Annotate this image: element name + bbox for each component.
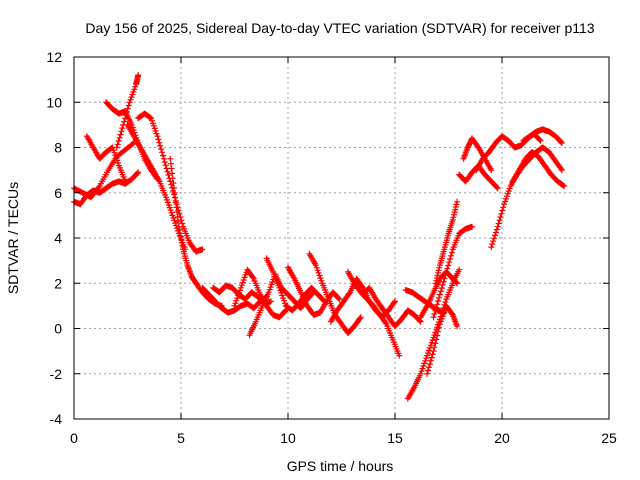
- chart-title: Day 156 of 2025, Sidereal Day-to-day VTE…: [85, 20, 594, 36]
- x-axis-label: GPS time / hours: [287, 458, 394, 474]
- data-point-markers: [359, 284, 424, 330]
- data-point-markers: [113, 72, 142, 151]
- series-arc-29: [509, 149, 568, 189]
- y-axis-label: SDTVAR / TECUs: [5, 182, 21, 294]
- data-point-markers: [167, 155, 225, 309]
- series-arc-17: [344, 268, 403, 359]
- data-point-markers: [432, 198, 461, 287]
- series-arc-8: [167, 155, 225, 309]
- y-tick-label: 12: [46, 49, 62, 65]
- series-arc-30: [520, 126, 565, 146]
- data-point-markers: [83, 133, 129, 185]
- data-point-markers: [246, 271, 317, 339]
- x-tick-label: 20: [494, 430, 510, 446]
- series-arc-3: [83, 133, 129, 185]
- series-arc-23: [430, 223, 475, 321]
- y-tick-label: 4: [54, 230, 62, 246]
- y-tick-label: -2: [50, 366, 63, 382]
- data-point-markers: [231, 266, 289, 321]
- series-arc-5: [113, 72, 142, 151]
- data-point-markers: [509, 149, 568, 189]
- y-tick-label: 8: [54, 140, 62, 156]
- data-point-markers: [306, 250, 364, 336]
- series-arc-22: [424, 302, 461, 377]
- data-point-markers: [135, 110, 206, 255]
- series-arc-15: [306, 250, 364, 336]
- series-arc-12: [246, 271, 317, 339]
- series-arc-18: [359, 284, 424, 330]
- x-tick-label: 0: [70, 430, 78, 446]
- y-tick-label: 0: [54, 321, 62, 337]
- series-arc-13: [263, 255, 328, 314]
- series-arc-24: [432, 198, 461, 287]
- data-point-markers: [430, 223, 475, 321]
- data-point-markers: [263, 255, 328, 314]
- y-tick-label: 2: [54, 275, 62, 291]
- x-tick-label: 5: [177, 430, 185, 446]
- x-tick-label: 15: [387, 430, 403, 446]
- marks-layer: [71, 72, 568, 402]
- data-point-markers: [520, 126, 565, 146]
- y-tick-label: 10: [46, 94, 62, 110]
- y-tick-label: 6: [54, 185, 62, 201]
- y-tick-label: -4: [50, 411, 63, 427]
- data-point-markers: [424, 302, 461, 377]
- x-tick-label: 25: [601, 430, 617, 446]
- x-tick-label: 10: [280, 430, 296, 446]
- ticks-layer: 0 5 10 15 20 25 -4 -2 0 2 4 6 8 10 12: [46, 49, 617, 446]
- series-arc-7: [135, 110, 206, 255]
- grid-layer: [74, 57, 609, 419]
- data-point-markers: [344, 268, 403, 359]
- series-arc-11: [231, 266, 289, 321]
